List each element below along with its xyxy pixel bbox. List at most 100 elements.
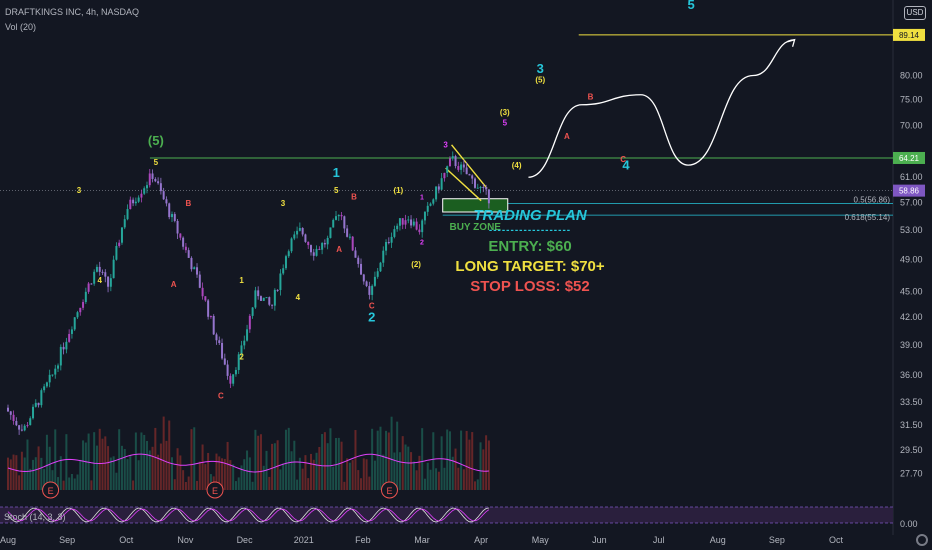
volume-bar bbox=[271, 443, 274, 490]
candle-body bbox=[279, 273, 282, 291]
wave-label: (5) bbox=[535, 76, 545, 85]
y-tick-label: 33.50 bbox=[900, 397, 923, 407]
volume-bar bbox=[171, 457, 174, 490]
volume-bar bbox=[98, 428, 101, 490]
y-tick-label: 39.00 bbox=[900, 340, 923, 350]
candle-body bbox=[404, 220, 407, 225]
candle-body bbox=[276, 289, 279, 291]
volume-bar bbox=[335, 438, 338, 490]
candle-body bbox=[223, 358, 226, 365]
candle-body bbox=[273, 289, 276, 306]
candle-body bbox=[240, 345, 243, 355]
y-tick-label: 61.00 bbox=[900, 172, 923, 182]
volume-bar bbox=[209, 474, 212, 490]
candle-body bbox=[318, 248, 321, 250]
volume-bar bbox=[176, 448, 179, 490]
volume-bar bbox=[73, 478, 76, 490]
candle-body bbox=[332, 219, 335, 228]
candle-body bbox=[368, 286, 371, 295]
volume-bar bbox=[257, 435, 260, 490]
currency-button[interactable]: USD bbox=[904, 6, 926, 20]
candle-body bbox=[457, 166, 460, 170]
x-tick-label: Aug bbox=[0, 535, 16, 545]
candle-body bbox=[196, 267, 199, 275]
volume-bar bbox=[479, 442, 482, 490]
candle-body bbox=[29, 418, 32, 426]
candle-body bbox=[410, 219, 413, 226]
candle-body bbox=[301, 228, 304, 235]
volume-bar bbox=[101, 438, 104, 490]
volume-bar bbox=[443, 467, 446, 490]
volume-bar bbox=[379, 426, 382, 490]
candle-body bbox=[440, 178, 443, 190]
wave-label: C bbox=[218, 392, 224, 401]
earnings-marker bbox=[206, 481, 224, 499]
candle-body bbox=[432, 199, 435, 204]
candle-body bbox=[304, 234, 307, 242]
buy-zone-box bbox=[442, 198, 509, 213]
volume-bar bbox=[298, 457, 301, 490]
candle-body bbox=[143, 188, 146, 194]
trading-plan-title: TRADING PLAN bbox=[473, 207, 587, 224]
candle-body bbox=[351, 236, 354, 251]
candle-body bbox=[268, 297, 271, 305]
candle-body bbox=[401, 218, 404, 225]
volume-bar bbox=[462, 469, 465, 490]
candle-body bbox=[134, 201, 137, 204]
long-target-label: LONG TARGET: $70+ bbox=[455, 258, 605, 275]
candle-body bbox=[68, 333, 71, 342]
candle-body bbox=[487, 189, 490, 204]
candle-body bbox=[73, 317, 76, 330]
candle-body bbox=[159, 183, 162, 192]
volume-bar bbox=[246, 450, 249, 490]
candle-body bbox=[168, 203, 171, 218]
candle-body bbox=[182, 237, 185, 247]
volume-bar bbox=[423, 478, 426, 490]
candle-body bbox=[429, 203, 432, 206]
x-tick-label: Nov bbox=[177, 535, 194, 545]
candle-body bbox=[7, 407, 9, 412]
candle-body bbox=[229, 375, 232, 384]
volume-bar bbox=[454, 448, 457, 490]
wave-label: C bbox=[620, 155, 626, 164]
volume-bar bbox=[184, 481, 187, 490]
candle-body bbox=[173, 214, 176, 221]
candle-body bbox=[51, 374, 54, 376]
volume-bar bbox=[301, 468, 304, 490]
volume-bar bbox=[51, 470, 54, 490]
volume-bar bbox=[321, 434, 324, 490]
candle-body bbox=[212, 316, 215, 335]
volume-bar bbox=[187, 476, 190, 490]
wave-label: 5 bbox=[154, 158, 159, 167]
volume-bar bbox=[90, 480, 93, 490]
volume-bar bbox=[134, 432, 137, 490]
oscillator-band bbox=[0, 507, 893, 523]
wave-label: 5 bbox=[503, 119, 508, 128]
volume-bar bbox=[307, 478, 310, 490]
volume-bar bbox=[120, 445, 123, 490]
candle-body bbox=[482, 187, 485, 189]
volume-bar bbox=[190, 429, 193, 490]
candle-body bbox=[357, 257, 360, 264]
candle-body bbox=[145, 185, 148, 189]
candle-body bbox=[329, 227, 332, 238]
volume-bar bbox=[93, 432, 96, 490]
candle-body bbox=[462, 164, 465, 168]
gear-icon[interactable] bbox=[916, 534, 928, 546]
volume-bar bbox=[240, 465, 243, 490]
candle-body bbox=[426, 205, 429, 212]
candle-body bbox=[460, 164, 463, 170]
earnings-marker-label: E bbox=[386, 486, 392, 496]
candle-body bbox=[148, 173, 151, 186]
candle-body bbox=[271, 304, 274, 306]
volume-bar bbox=[126, 459, 129, 490]
wave-label: 4 bbox=[622, 157, 630, 172]
candle-body bbox=[262, 297, 265, 301]
x-tick-label: Sep bbox=[769, 535, 785, 545]
volume-bar bbox=[15, 455, 18, 490]
volume-bar bbox=[396, 421, 399, 490]
volume-bar bbox=[82, 440, 85, 490]
volume-bar bbox=[215, 453, 218, 490]
wave-label: B bbox=[351, 192, 357, 201]
